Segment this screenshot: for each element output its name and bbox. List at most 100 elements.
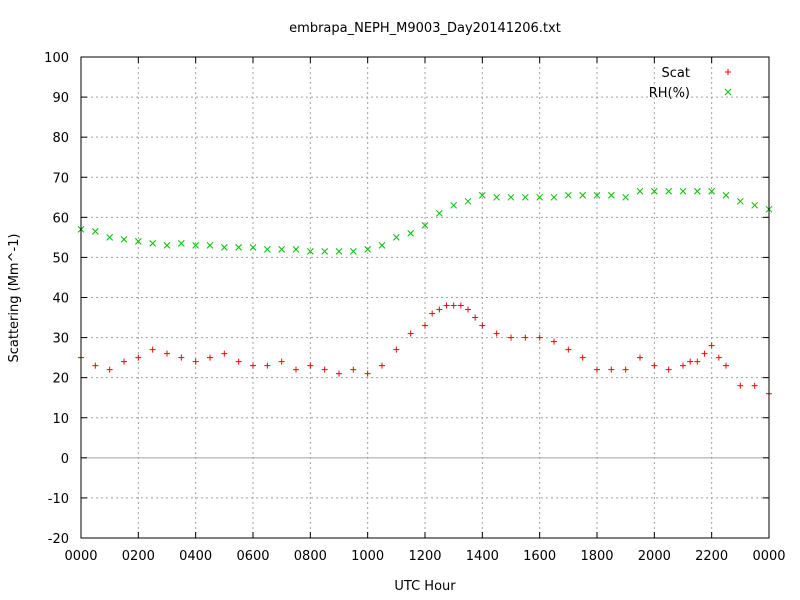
- y-tick-label: 0: [61, 452, 69, 467]
- data-point: [680, 362, 686, 369]
- x-tick-label: 2000: [638, 549, 671, 564]
- data-point: [349, 248, 357, 255]
- data-point: [593, 191, 601, 199]
- data-point: [106, 366, 113, 373]
- data-point: [177, 240, 185, 247]
- data-point: [464, 197, 472, 205]
- data-point: [235, 358, 242, 365]
- x-tick-label: 1200: [408, 549, 441, 564]
- data-point: [392, 234, 400, 241]
- data-point: [321, 248, 329, 255]
- series-rh: [77, 187, 773, 255]
- x-tick-label: 0800: [294, 549, 327, 564]
- data-point: [421, 221, 429, 229]
- data-point: [650, 187, 658, 195]
- y-tick-label: 20: [52, 372, 69, 387]
- data-point: [134, 238, 142, 245]
- data-point: [92, 362, 99, 369]
- data-point: [393, 346, 400, 353]
- data-point: [407, 330, 414, 337]
- data-point: [443, 302, 450, 309]
- data-point: [665, 187, 673, 195]
- chart-title: embrapa_NEPH_M9003_Day20141206.txt: [289, 21, 561, 36]
- data-point: [694, 358, 701, 365]
- data-point: [220, 244, 228, 251]
- x-tick-label: 0000: [752, 549, 785, 564]
- data-point: [91, 228, 99, 235]
- data-point: [665, 366, 672, 373]
- legend-marker: [725, 69, 731, 75]
- data-point: [379, 362, 385, 369]
- y-tick-label: 70: [52, 171, 69, 186]
- data-point: [135, 354, 142, 361]
- data-point: [522, 334, 529, 341]
- data-point: [564, 191, 572, 199]
- y-tick-label: 30: [52, 332, 69, 347]
- data-point: [708, 342, 715, 349]
- data-point: [435, 209, 443, 217]
- data-point: [736, 197, 744, 205]
- data-point: [364, 370, 371, 377]
- data-point: [429, 310, 436, 317]
- data-point: [737, 382, 744, 389]
- data-point: [594, 366, 600, 373]
- data-point: [579, 191, 587, 199]
- data-point: [364, 246, 372, 253]
- data-point: [149, 346, 156, 353]
- data-point: [536, 334, 543, 341]
- data-point: [723, 362, 729, 369]
- y-tick-label: 90: [52, 91, 69, 106]
- data-point: [149, 240, 157, 247]
- data-point: [636, 187, 644, 195]
- data-point: [192, 242, 200, 249]
- data-point: [450, 201, 458, 209]
- y-tick-label: -20: [48, 532, 69, 547]
- data-point: [687, 358, 694, 365]
- x-tick-label: 1600: [523, 549, 556, 564]
- data-point: [493, 330, 500, 337]
- x-tick-label: 0000: [64, 549, 97, 564]
- series-layer: [77, 187, 773, 397]
- data-point: [106, 234, 114, 241]
- data-point: [579, 354, 586, 361]
- y-tick-label: 80: [52, 131, 69, 146]
- data-point: [121, 358, 127, 365]
- legend: Scat RH(%): [649, 66, 732, 101]
- data-point: [264, 362, 271, 369]
- x-axis-label: UTC Hour: [394, 579, 456, 594]
- legend-label-scat: Scat: [662, 66, 690, 81]
- data-point: [751, 382, 758, 389]
- legend-marker-scat: [725, 69, 731, 75]
- data-point: [307, 362, 314, 369]
- data-point: [221, 350, 228, 357]
- data-point: [693, 187, 701, 195]
- data-point: [292, 246, 300, 253]
- data-point: [478, 191, 486, 199]
- tick-labels: -20 -10 0 10 20 30 40 50 60 70 80 90 100 0000 0200 0400…: [44, 51, 785, 564]
- data-point: [508, 334, 514, 341]
- y-tick-label: 10: [52, 412, 69, 427]
- data-point: [278, 246, 286, 253]
- data-point: [450, 302, 457, 309]
- data-point: [249, 244, 257, 251]
- x-tick-label: 2200: [695, 549, 728, 564]
- data-point: [120, 236, 128, 243]
- data-point: [457, 302, 464, 309]
- data-point: [607, 191, 615, 199]
- data-point: [250, 362, 256, 369]
- data-point: [622, 193, 630, 201]
- data-point: [422, 322, 428, 329]
- data-point: [708, 187, 716, 195]
- data-point: [493, 193, 501, 201]
- data-point: [715, 354, 722, 361]
- data-point: [551, 338, 557, 345]
- data-point: [565, 346, 572, 353]
- data-point: [651, 362, 658, 369]
- data-point: [207, 354, 213, 361]
- legend-label-rh: RH(%): [649, 86, 690, 101]
- y-tick-label: 40: [52, 292, 69, 307]
- legend-marker-rh: [724, 88, 732, 96]
- data-point: [751, 201, 759, 209]
- data-point: [407, 230, 415, 237]
